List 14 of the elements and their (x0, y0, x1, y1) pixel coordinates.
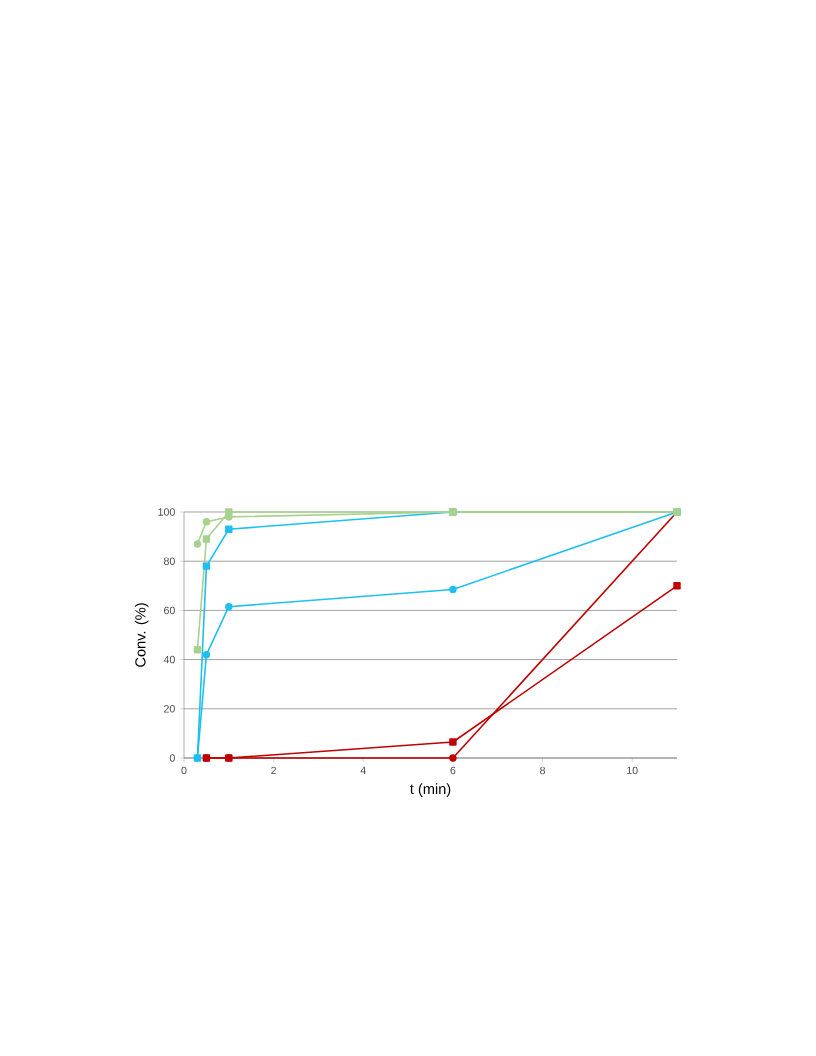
x-tick-label: 6 (450, 766, 456, 775)
x-tick-label: 8 (540, 766, 546, 775)
y-tick-label: 80 (163, 557, 175, 565)
y-tick-label: 0 (169, 754, 175, 762)
x-tick-label: 0 (181, 766, 187, 775)
x-tick-label: 4 (360, 766, 366, 774)
y-tick-label: 20 (164, 705, 175, 713)
y-tick-label: 100 (158, 508, 175, 516)
y-tick-label: 60 (164, 606, 175, 615)
x-tick-label: 10 (627, 766, 638, 775)
y-tick-label: 40 (163, 655, 175, 664)
y-axis-title: Conv. (%) (134, 603, 149, 667)
x-tick-label: 2 (271, 766, 277, 775)
x-axis-title: t (min) (410, 783, 451, 797)
